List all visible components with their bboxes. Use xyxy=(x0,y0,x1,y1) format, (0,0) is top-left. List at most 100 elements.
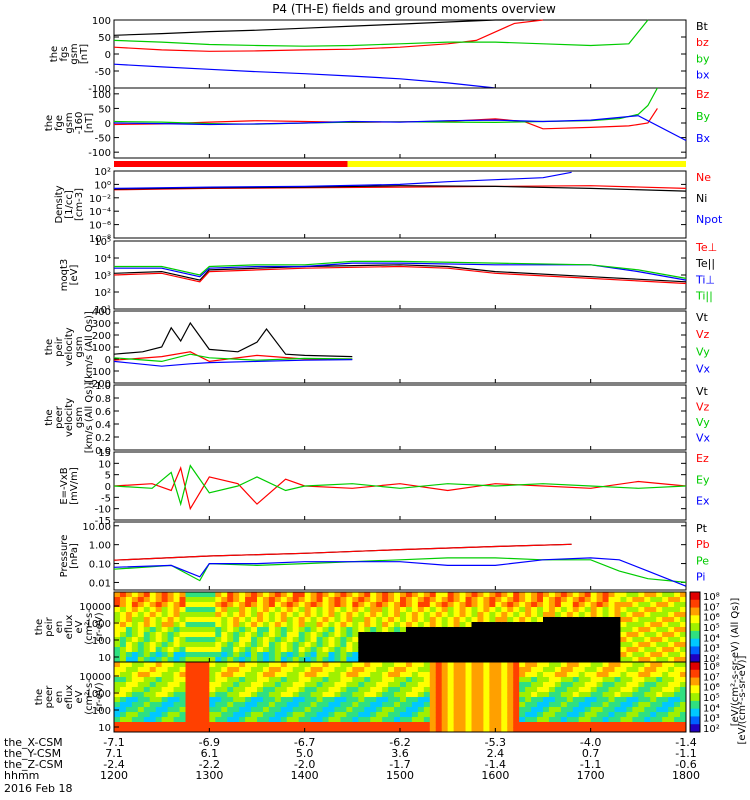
spec-cell xyxy=(453,712,461,718)
spec-cell xyxy=(650,677,657,683)
spec-cell xyxy=(167,727,175,733)
spec-cell xyxy=(376,702,383,708)
spec-cell xyxy=(411,602,419,608)
spec-cell xyxy=(179,617,186,623)
spec-cell xyxy=(608,657,615,663)
spec-cell xyxy=(489,637,496,643)
spec-cell xyxy=(340,627,347,633)
spec-cell xyxy=(400,727,407,733)
spec-cell xyxy=(394,717,401,723)
spec-cell xyxy=(257,682,264,688)
spec-cell xyxy=(215,712,222,718)
spec-cell xyxy=(149,597,157,603)
y-tick-label: 100 xyxy=(92,90,111,101)
spec-cell xyxy=(632,637,639,643)
spec-cell xyxy=(346,652,353,658)
spec-cell xyxy=(352,607,359,613)
spec-cell xyxy=(388,702,395,708)
spec-cell xyxy=(239,637,246,643)
spec-cell xyxy=(441,657,449,663)
spec-cell xyxy=(680,627,687,633)
y-tick-label: 10² xyxy=(94,167,111,178)
spec-cell xyxy=(304,677,312,683)
spec-cell xyxy=(590,667,598,673)
spec-cell xyxy=(680,657,687,663)
spec-cell xyxy=(471,627,478,633)
spec-cell xyxy=(531,612,538,618)
spec-cell xyxy=(578,727,586,733)
spec-cell xyxy=(167,672,175,678)
spec-cell xyxy=(286,667,294,673)
spec-cell xyxy=(674,597,681,603)
footer-value: -7.1 xyxy=(103,736,124,749)
spec-cell xyxy=(459,647,467,653)
spec-cell xyxy=(239,697,246,703)
spec-cell xyxy=(501,667,508,673)
spec-cell xyxy=(161,632,169,638)
spec-cell xyxy=(167,652,175,658)
spec-cell xyxy=(167,712,175,718)
spec-cell xyxy=(495,627,502,633)
spec-cell xyxy=(465,722,472,728)
spec-cell xyxy=(298,672,306,678)
spec-cell xyxy=(322,632,329,638)
spec-cell xyxy=(346,602,353,608)
y-tick-label: 0 xyxy=(105,50,111,61)
spec-cell xyxy=(417,667,425,673)
spec-cell xyxy=(411,617,419,623)
spec-cell xyxy=(638,602,645,608)
spec-cell xyxy=(376,627,383,633)
spec-cell xyxy=(590,602,598,608)
spec-cell xyxy=(566,717,574,723)
spec-cell xyxy=(394,617,401,623)
spec-cell xyxy=(340,677,347,683)
spec-cell xyxy=(245,727,252,733)
spec-cell xyxy=(572,692,580,698)
spec-cell xyxy=(507,682,514,688)
spec-cell xyxy=(334,602,341,608)
spec-cell xyxy=(119,607,127,613)
footer-value: -5.3 xyxy=(485,736,506,749)
footer-value: -6.7 xyxy=(294,736,315,749)
spec-cell xyxy=(173,672,181,678)
spec-cell xyxy=(280,652,288,658)
spec-cell xyxy=(531,592,538,598)
footer-value: 1800 xyxy=(672,769,700,782)
spec-cell xyxy=(560,722,568,728)
spec-cell xyxy=(376,642,383,648)
spec-cell xyxy=(203,602,210,608)
spec-cell xyxy=(167,637,175,643)
spec-cell xyxy=(352,667,359,673)
spec-cell xyxy=(495,612,502,618)
spec-cell xyxy=(215,647,222,653)
series-peir_velocity-Vx xyxy=(113,359,353,367)
spec-cell xyxy=(483,627,490,633)
spec-cell xyxy=(507,652,514,658)
spec-cell xyxy=(668,617,675,623)
spec-cell xyxy=(602,697,610,703)
colorbar-swatch xyxy=(690,685,700,694)
spec-cell xyxy=(292,617,300,623)
spec-cell xyxy=(125,632,133,638)
spec-cell xyxy=(435,662,443,668)
spec-cell xyxy=(596,672,604,678)
spec-cell xyxy=(221,597,228,603)
spec-cell xyxy=(507,702,514,708)
spec-cell xyxy=(447,627,455,633)
spec-cell xyxy=(554,597,562,603)
spec-cell xyxy=(197,707,204,713)
spec-cell xyxy=(662,697,669,703)
spec-cell xyxy=(322,602,329,608)
spec-cell xyxy=(644,657,651,663)
spec-cell xyxy=(429,657,437,663)
spec-cell xyxy=(131,592,139,598)
spec-cell xyxy=(537,607,544,613)
spec-cell xyxy=(423,717,431,723)
spec-cell xyxy=(668,632,675,638)
spec-cell xyxy=(233,647,240,653)
spec-cell xyxy=(411,667,419,673)
spec-cell xyxy=(501,657,508,663)
y-axis-label: (cm²-s- xyxy=(84,679,95,715)
spec-cell xyxy=(501,712,508,718)
spec-cell xyxy=(674,712,681,718)
